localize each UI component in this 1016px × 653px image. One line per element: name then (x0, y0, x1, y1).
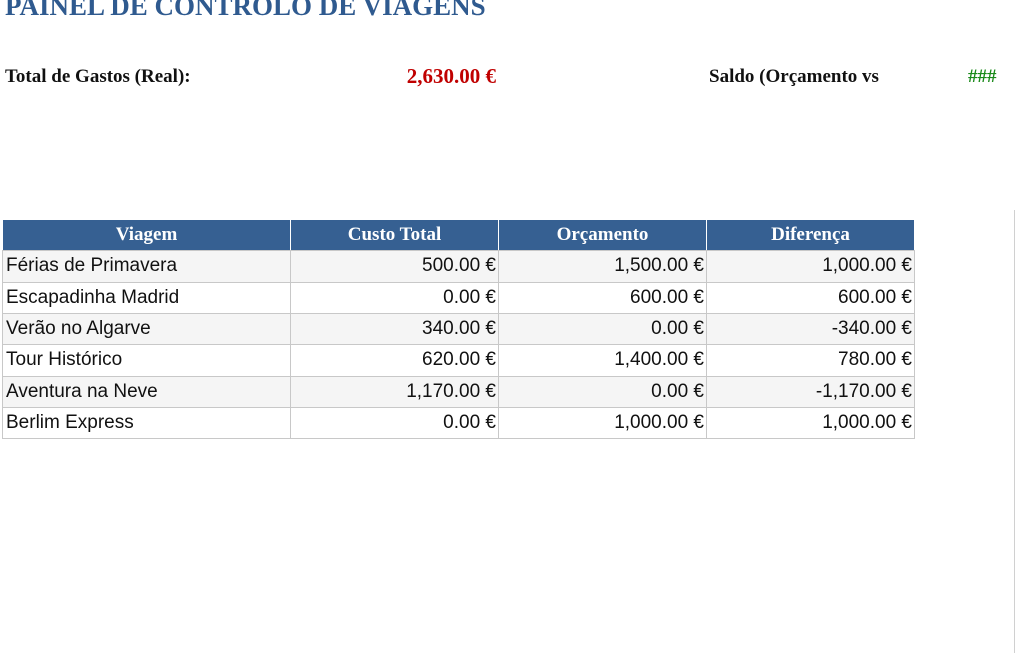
balance-label: Saldo (Orçamento vs (709, 66, 879, 87)
amount-cell: 620.00 € (290, 344, 499, 377)
amount-cell: 1,000.00 € (706, 250, 915, 283)
total-value: 2,630.00 € (406, 64, 496, 88)
amount-cell: 1,400.00 € (498, 344, 707, 377)
trip-name-cell: Berlim Express (2, 407, 291, 439)
amount-cell: 0.00 € (290, 282, 499, 314)
amount-cell: -340.00 € (706, 313, 915, 345)
amount-cell: 500.00 € (290, 250, 499, 283)
column-header: Diferença (706, 219, 915, 251)
total-label: Total de Gastos (Real): (5, 66, 191, 87)
amount-cell: 0.00 € (498, 376, 707, 408)
amount-cell: 1,500.00 € (498, 250, 707, 283)
amount-cell: 340.00 € (290, 313, 499, 345)
column-header: Custo Total (290, 219, 499, 251)
trip-name-cell: Verão no Algarve (2, 313, 291, 345)
amount-cell: 600.00 € (498, 282, 707, 314)
dashboard-title: PAINEL DE CONTROLO DE VIAGENS (5, 0, 486, 21)
trip-name-cell: Escapadinha Madrid (2, 282, 291, 314)
amount-cell: 600.00 € (706, 282, 915, 314)
column-header: Orçamento (498, 219, 707, 251)
trip-name-cell: Tour Histórico (2, 344, 291, 377)
amount-cell: 0.00 € (290, 407, 499, 439)
amount-cell: 780.00 € (706, 344, 915, 377)
amount-cell: 1,170.00 € (290, 376, 499, 408)
column-header: Viagem (2, 219, 291, 251)
amount-cell: 0.00 € (498, 313, 707, 345)
amount-cell: 1,000.00 € (498, 407, 707, 439)
balance-value: ### (968, 66, 997, 87)
trip-name-cell: Aventura na Neve (2, 376, 291, 408)
amount-cell: 1,000.00 € (706, 407, 915, 439)
trip-name-cell: Férias de Primavera (2, 250, 291, 283)
sheet-edge (1014, 210, 1015, 653)
amount-cell: -1,170.00 € (706, 376, 915, 408)
